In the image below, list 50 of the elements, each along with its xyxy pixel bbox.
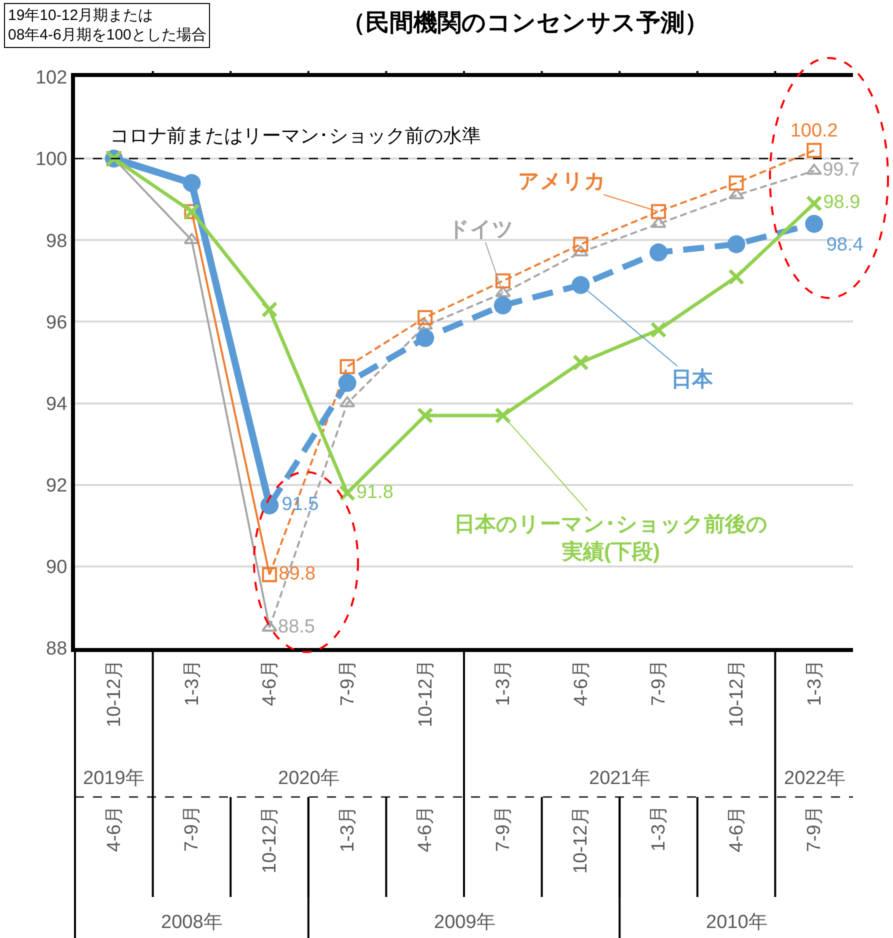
x-tick-label: 4-6月 [570, 660, 592, 706]
data-label: 91.5 [282, 494, 319, 515]
text: 10-12月 [260, 806, 280, 874]
x-tick-label: 10-12月 [415, 660, 436, 728]
text: 10-12月 [570, 806, 592, 874]
text: 2020年 [278, 768, 340, 789]
data-label: 100.2 [790, 120, 838, 142]
ref-line-label: コロナ前またはリーマン･ショック前の水準 [110, 126, 481, 147]
text: 4-6月 [104, 805, 125, 852]
data-label: 88.5 [278, 616, 315, 638]
text: 1-3月 [337, 806, 358, 852]
y-tick-label: 98 [46, 230, 68, 252]
text: 2022年 [784, 768, 846, 789]
text: 7-9月 [804, 806, 826, 852]
y-tick-label: 102 [35, 68, 68, 89]
series-label: ドイツ [448, 218, 514, 241]
y-tick-label: 100 [35, 149, 68, 170]
text: 1-3月 [648, 805, 670, 852]
x-tick-label: 7-9月 [648, 660, 670, 706]
data-label: 98.4 [826, 234, 864, 256]
y-tick-label: 94 [46, 394, 68, 415]
text: 4-6月 [726, 806, 748, 852]
text: 2009年 [434, 912, 496, 933]
x-tick-label: 4-6月 [260, 660, 281, 706]
text: 2010年 [706, 912, 768, 933]
text: 2008年 [161, 912, 222, 933]
y-tick-label: 88 [46, 638, 68, 660]
data-label: 91.8 [356, 482, 394, 503]
data-label: 89.8 [278, 563, 316, 584]
data-label: 99.7 [822, 160, 860, 181]
series-label: アメリカ [518, 170, 606, 193]
text: 日本 [671, 368, 714, 391]
y-tick-label: 92 [46, 476, 68, 497]
text: 7-9月 [182, 805, 203, 852]
text: 2019年 [83, 768, 144, 789]
text: 7-9月 [492, 805, 514, 852]
text: 2021年 [589, 768, 650, 789]
y-tick-label: 96 [46, 312, 68, 334]
x-tick-label: 7-9月 [337, 660, 358, 706]
text: 4-6月 [415, 806, 436, 852]
y-axis-title: 19年10-12月期または 08年4-6月期を100とした場合 [8, 7, 206, 44]
x-tick-label: 1-3月 [804, 660, 826, 706]
text: 日本のリーマン･ショック前後の実績(下段) [454, 513, 768, 564]
chart-title: （民間機関のコンセンサス予測） [342, 9, 708, 36]
x-tick-label: 10-12月 [104, 660, 126, 728]
data-label: 98.9 [823, 192, 860, 214]
x-tick-label: 1-3月 [182, 660, 203, 706]
y-tick-label: 90 [46, 557, 68, 578]
x-tick-label: 1-3月 [493, 660, 514, 706]
x-tick-label: 10-12月 [726, 660, 748, 728]
